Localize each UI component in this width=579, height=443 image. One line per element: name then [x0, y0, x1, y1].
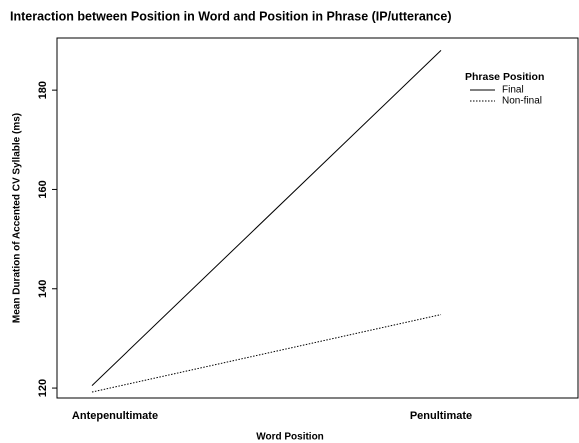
y-tick-label: 180 — [37, 81, 49, 99]
y-axis-title: Mean Duration of Accented CV Syllable (m… — [12, 113, 23, 323]
series-line — [91, 50, 442, 386]
y-tick-label: 120 — [37, 379, 49, 397]
chart-title: Interaction between Position in Word and… — [10, 9, 452, 23]
legend-label: Final — [502, 85, 524, 96]
y-tick-label: 140 — [37, 280, 49, 298]
x-tick-label: Penultimate — [410, 410, 472, 422]
y-tick-label: 160 — [37, 180, 49, 198]
legend-label: Non-final — [502, 96, 542, 107]
plot-frame — [56, 37, 579, 399]
legend-title: Phrase Position — [465, 71, 544, 83]
x-tick-label: Antepenultimate — [72, 410, 158, 422]
series-line — [91, 314, 442, 393]
x-axis-title: Word Position — [256, 432, 324, 443]
